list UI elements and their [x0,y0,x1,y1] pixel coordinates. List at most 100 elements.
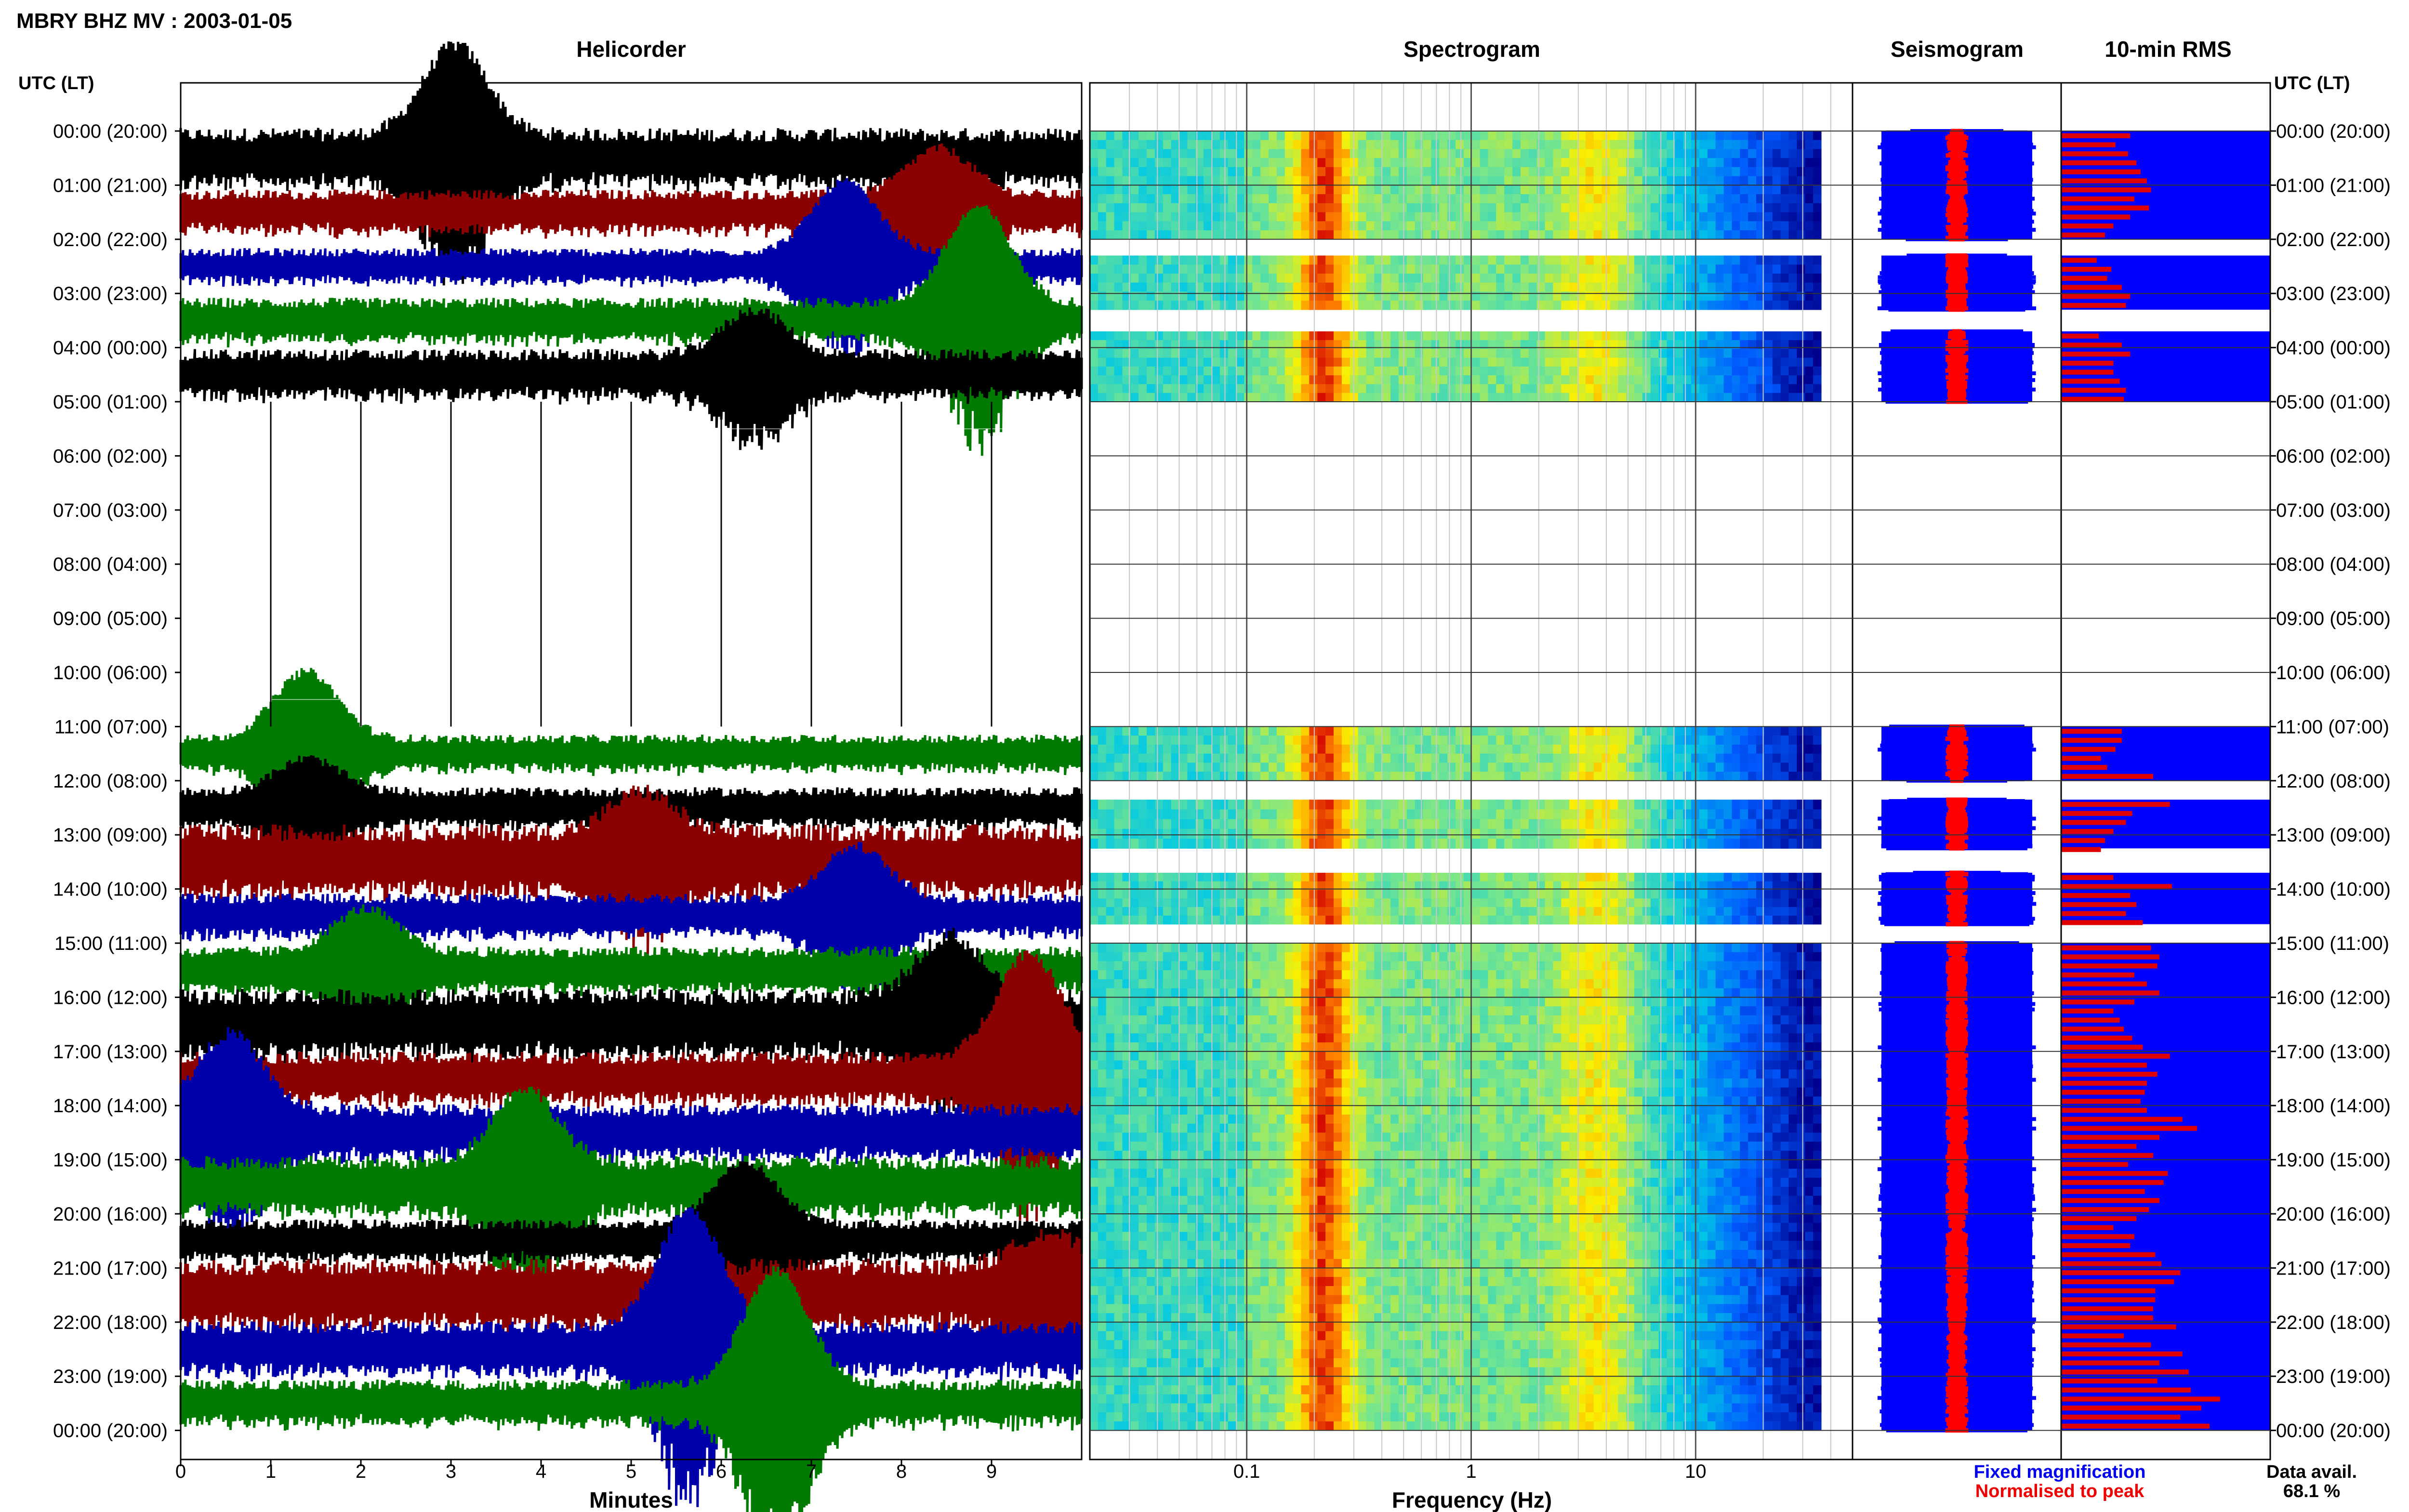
spectrogram-cell [1122,881,1131,891]
spectrogram-cell [1147,970,1155,980]
spectrogram-cell [1204,255,1212,265]
spectrogram-cell [1797,194,1805,204]
spectrogram-cell [1358,384,1367,394]
spectrogram-cell [1341,158,1350,168]
spectrogram-cell [1707,736,1716,745]
spectrogram-cell [1512,881,1521,891]
spectrogram-cell [1585,872,1594,882]
spectrogram-cell [1260,915,1269,925]
spectrogram-cell [1699,282,1708,292]
spectrogram-cell [1374,744,1383,754]
spectrogram-cell [1130,809,1139,820]
spectrogram-cell [1406,366,1416,376]
spectrogram-cell [1276,997,1285,1007]
spectrogram-cell [1480,763,1489,772]
spectrogram-cell [1512,1024,1521,1034]
spectrogram-cell [1496,970,1505,980]
spectrogram-cell [1301,349,1310,358]
spectrogram-cell [1699,291,1708,301]
spectrogram-cell [1650,809,1659,820]
spectrogram-cell [1715,349,1724,358]
spectrogram-cell [1398,979,1407,989]
spectrogram-cell [1179,890,1188,899]
spectrogram-cell [1650,800,1659,810]
spectrogram-cell [1715,726,1724,736]
spectrogram-cell [1325,915,1334,925]
spectrogram-cell [1488,809,1496,820]
spectrogram-cell [1147,979,1155,989]
spectrogram-cell [1471,898,1481,907]
spectrogram-cell [1341,393,1350,402]
spectrogram-cell [1106,1033,1115,1043]
spectrogram-cell [1797,176,1805,185]
spectrogram-cell [1788,979,1797,989]
spectrogram-cell [1204,274,1212,283]
spectrogram-cell [1122,961,1131,971]
spectrogram-cell [1398,255,1407,265]
spectrogram-cell [1561,203,1570,213]
spectrogram-cell [1415,140,1424,149]
spectrogram-cell [1748,331,1757,341]
spectrogram-cell [1325,763,1334,772]
spectrogram-cell [1423,340,1431,349]
helicorder-trace [179,1229,1083,1372]
spectrogram-cell [1683,185,1692,195]
helicorder-x-tick-label: 8 [896,1461,907,1482]
spectrogram-cell [1236,291,1245,301]
spectrogram-cell [1463,988,1472,998]
spectrogram-cell [1398,384,1407,394]
spectrogram-cell [1463,340,1472,349]
spectrogram-cell [1577,340,1586,349]
spectrogram-cell [1431,167,1440,177]
spectrogram-cell [1341,264,1350,274]
spectrogram-cell [1772,264,1781,274]
spectrogram-cell [1732,970,1740,980]
spectrogram-cell [1325,301,1334,310]
spectrogram-cell [1569,828,1578,839]
spectrogram-cell [1740,301,1748,310]
spectrogram-cell [1740,375,1748,385]
spectrogram-cell [1626,357,1635,367]
spectrogram-cell [1228,176,1237,185]
spectrogram-cell [1382,979,1391,989]
spectrogram-cell [1658,393,1668,402]
spectrogram-cell [1488,988,1496,998]
spectrogram-cell [1553,872,1562,882]
spectrogram-cell [1756,212,1765,222]
spectrogram-cell [1528,1015,1537,1025]
spectrogram-cell [1447,230,1456,240]
spectrogram-cell [1212,274,1220,283]
spectrogram-cell [1106,744,1115,754]
spectrogram-cell [1334,988,1342,998]
spectrogram-cell [1293,997,1302,1007]
spectrogram-cell [1138,1015,1147,1025]
spectrogram-cell [1805,331,1813,341]
spectrogram-cell [1382,915,1391,925]
spectrogram-cell [1358,988,1367,998]
spectrogram-cell [1780,221,1789,231]
spectrogram-cell [1788,230,1797,240]
spectrogram-cell [1536,890,1546,899]
spectrogram-cell [1293,961,1302,971]
spectrogram-cell [1252,131,1261,141]
spectrogram-cell [1154,131,1164,141]
spectrogram-cell [1163,349,1172,358]
spectrogram-cell [1366,763,1375,772]
spectrogram-cell [1488,1024,1496,1034]
spectrogram-cell [1813,1024,1822,1034]
spectrogram-cell [1650,763,1659,772]
spectrogram-cell [1366,1015,1375,1025]
spectrogram-cell [1236,952,1245,961]
spectrogram-cell [1748,988,1757,998]
spectrogram-cell [1545,753,1553,763]
spectrogram-cell [1090,970,1099,980]
spectrogram-cell [1212,1015,1220,1025]
spectrogram-cell [1163,772,1172,781]
spectrogram-cell [1813,393,1822,402]
spectrogram-cell [1269,185,1277,195]
spectrogram-cell [1382,726,1391,736]
spectrogram-cell [1415,736,1424,745]
spectrogram-cell [1219,1042,1229,1052]
spectrogram-cell [1431,185,1440,195]
spectrogram-cell [1715,997,1724,1007]
